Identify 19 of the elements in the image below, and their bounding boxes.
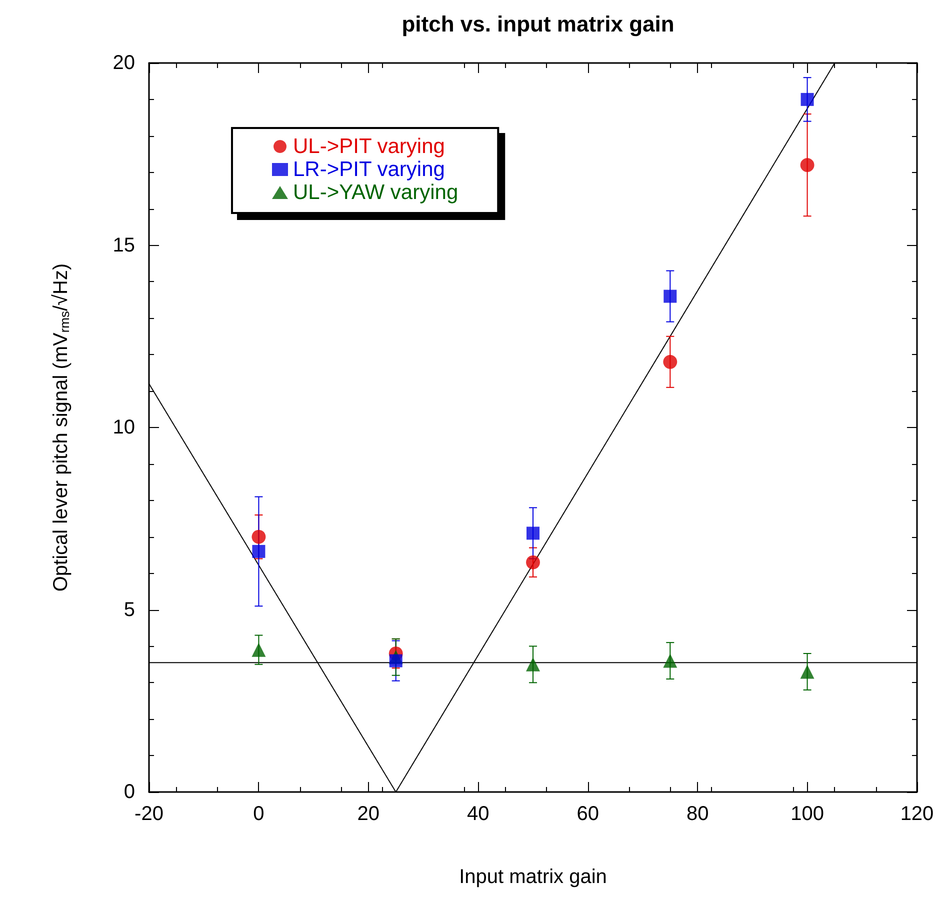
chart-title: pitch vs. input matrix gain <box>402 12 674 36</box>
y-axis-title: Optical lever pitch signal (mVrms/√Hz) <box>50 263 72 592</box>
x-tick-label: 20 <box>357 803 380 825</box>
y-tick-label: 10 <box>112 416 135 438</box>
x-tick-label: -20 <box>134 803 164 825</box>
y-tick-label: 5 <box>124 598 135 621</box>
y-tick-label: 0 <box>124 781 135 803</box>
x-tick-label: 40 <box>467 803 490 825</box>
legend-label: LR->PIT varying <box>293 158 445 181</box>
y-tick-label: 15 <box>112 234 135 256</box>
y-tick-label: 20 <box>112 52 135 74</box>
legend-label: UL->PIT varying <box>293 135 445 158</box>
x-tick-label: 80 <box>686 803 709 825</box>
x-tick-label: 60 <box>576 803 599 825</box>
x-tick-label: 100 <box>790 803 824 825</box>
x-axis-title: Input matrix gain <box>459 866 607 888</box>
x-tick-label: 120 <box>900 803 934 825</box>
x-tick-label: 0 <box>253 803 264 825</box>
legend-label: UL->YAW varying <box>293 181 458 204</box>
